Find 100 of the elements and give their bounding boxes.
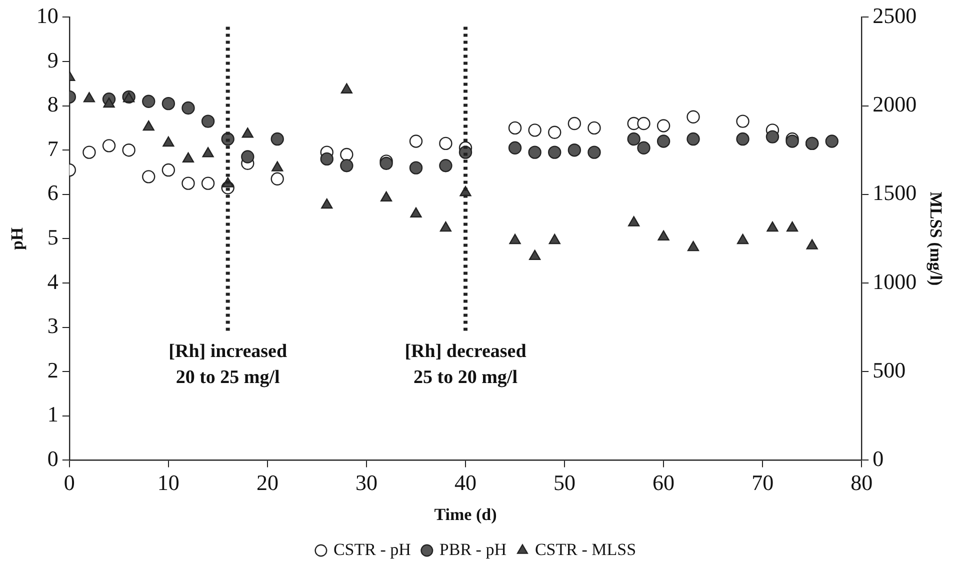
point bbox=[548, 126, 562, 139]
point bbox=[182, 101, 195, 115]
x-axis-title: Time (d) bbox=[434, 505, 497, 524]
point bbox=[528, 124, 542, 137]
legend-label: CSTR - pH bbox=[333, 540, 411, 559]
point bbox=[509, 234, 521, 244]
point bbox=[637, 141, 650, 154]
point bbox=[122, 144, 136, 157]
x-tick-label: 30 bbox=[355, 470, 378, 496]
point bbox=[548, 234, 560, 244]
point bbox=[786, 134, 799, 148]
point bbox=[340, 83, 352, 94]
point bbox=[182, 152, 194, 163]
y-tick-label: 3 bbox=[47, 313, 58, 338]
y-tick-label: 7 bbox=[47, 136, 58, 161]
point bbox=[806, 239, 818, 250]
x-tick-label: 10 bbox=[157, 470, 180, 496]
point bbox=[528, 146, 542, 159]
point bbox=[786, 221, 798, 232]
x-tick-label: 80 bbox=[850, 470, 873, 496]
y-axis-title: pH bbox=[8, 227, 27, 250]
point bbox=[103, 97, 115, 108]
y2-tick-label: 500 bbox=[872, 357, 906, 382]
point bbox=[766, 130, 780, 144]
point bbox=[548, 146, 562, 159]
x-tick-label: 70 bbox=[752, 470, 774, 496]
point bbox=[321, 198, 333, 209]
point bbox=[409, 161, 423, 174]
point bbox=[162, 163, 176, 177]
x-tick-label: 20 bbox=[256, 470, 278, 496]
ref-line-label: [Rh] decreased 25 to 20 mg/l bbox=[404, 341, 527, 388]
point bbox=[825, 134, 838, 148]
y2-tick-label: 0 bbox=[872, 446, 884, 471]
x-tick-label: 0 bbox=[64, 470, 75, 496]
x-tick-label: 60 bbox=[652, 470, 675, 496]
point bbox=[439, 159, 452, 172]
point bbox=[201, 176, 215, 190]
point bbox=[83, 92, 95, 102]
point bbox=[410, 207, 422, 218]
point bbox=[508, 121, 522, 135]
point bbox=[588, 146, 601, 159]
point bbox=[637, 116, 650, 130]
y2-tick-label: 2500 bbox=[872, 2, 917, 28]
point bbox=[736, 132, 750, 146]
legend-label: CSTR - MLSS bbox=[534, 540, 636, 559]
point bbox=[686, 110, 700, 124]
point bbox=[201, 114, 215, 128]
point bbox=[627, 132, 640, 146]
point bbox=[242, 128, 254, 138]
point bbox=[440, 221, 452, 232]
y-tick-label: 6 bbox=[47, 180, 58, 206]
y-tick-label: 9 bbox=[47, 47, 58, 72]
x-tick-label: 50 bbox=[554, 470, 576, 496]
point bbox=[270, 172, 284, 186]
point bbox=[142, 170, 156, 184]
point bbox=[686, 132, 700, 146]
point bbox=[182, 176, 195, 190]
point bbox=[272, 161, 284, 172]
ref-line-label: [Rh] increased 20 to 25 mg/l bbox=[168, 341, 288, 388]
point bbox=[142, 120, 154, 131]
point bbox=[766, 221, 778, 232]
point bbox=[687, 240, 700, 252]
y2-tick-label: 2000 bbox=[872, 92, 917, 117]
point bbox=[588, 121, 601, 135]
point bbox=[380, 191, 392, 202]
point bbox=[340, 148, 354, 162]
y2-tick-label: 1500 bbox=[872, 180, 917, 206]
point bbox=[568, 144, 582, 157]
point bbox=[656, 119, 670, 132]
point bbox=[628, 216, 640, 226]
y-tick-label: 8 bbox=[47, 92, 58, 117]
point bbox=[658, 230, 670, 241]
point bbox=[102, 139, 116, 152]
point bbox=[568, 116, 582, 130]
point bbox=[656, 134, 670, 148]
y-tick-label: 10 bbox=[36, 2, 58, 28]
y-tick-label: 0 bbox=[47, 446, 58, 471]
point bbox=[82, 146, 96, 159]
y-tick-label: 4 bbox=[47, 268, 58, 294]
point bbox=[241, 150, 254, 164]
point bbox=[340, 159, 354, 172]
point bbox=[529, 250, 541, 260]
point bbox=[162, 136, 174, 147]
point bbox=[409, 134, 423, 148]
point bbox=[736, 114, 750, 128]
point bbox=[508, 141, 522, 154]
legend-label: PBR - pH bbox=[439, 540, 506, 559]
point bbox=[162, 96, 176, 110]
y-tick-label: 1 bbox=[47, 402, 58, 427]
point bbox=[142, 94, 156, 108]
y-tick-label: 2 bbox=[47, 357, 58, 382]
point bbox=[202, 147, 214, 158]
y-tick-label: 5 bbox=[47, 224, 58, 250]
point bbox=[270, 132, 284, 146]
point bbox=[736, 234, 749, 244]
y2-axis-title: MLSS (mg/l) bbox=[926, 192, 946, 286]
point bbox=[439, 136, 452, 150]
x-tick-label: 40 bbox=[454, 470, 476, 496]
point bbox=[320, 152, 334, 166]
y2-tick-label: 1000 bbox=[872, 268, 917, 294]
